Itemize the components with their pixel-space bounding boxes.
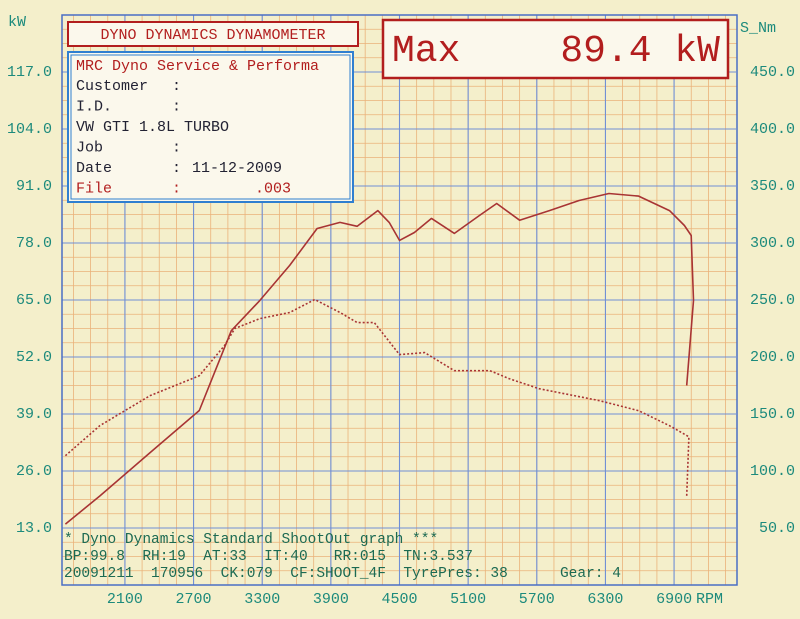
x-tick-label: 2100 xyxy=(107,591,143,608)
y-tick-label: 78.0 xyxy=(16,235,52,252)
y2-axis-label: S_Nm xyxy=(740,20,776,37)
footer-line: BP:99.8 RH:19 AT:33 IT:40 RR:015 TN:3.53… xyxy=(64,549,473,565)
y2-tick-label: 400.0 xyxy=(750,121,795,138)
y-tick-label: 26.0 xyxy=(16,463,52,480)
y-tick-label: 39.0 xyxy=(16,406,52,423)
y-tick-label: 13.0 xyxy=(16,520,52,537)
info-colon: : xyxy=(172,98,181,115)
y-tick-label: 91.0 xyxy=(16,178,52,195)
x-tick-label: 4500 xyxy=(381,591,417,608)
y2-tick-label: 350.0 xyxy=(750,178,795,195)
info-colon: : xyxy=(172,139,181,156)
y-axis-label: kW xyxy=(8,14,26,31)
y2-tick-label: 50.0 xyxy=(759,520,795,537)
footer: * Dyno Dynamics Standard ShootOut graph … xyxy=(64,532,621,582)
info-field: Customer xyxy=(76,78,148,95)
info-field: Date xyxy=(76,160,112,177)
info-box-inner xyxy=(70,54,351,200)
y2-tick-label: 300.0 xyxy=(750,235,795,252)
info-colon: : xyxy=(172,160,181,177)
y-tick-label: 104.0 xyxy=(7,121,52,138)
x-axis-label: RPM xyxy=(696,591,723,608)
info-field: File xyxy=(76,180,112,197)
info-colon: : xyxy=(172,180,181,197)
y2-tick-label: 450.0 xyxy=(750,64,795,81)
max-box xyxy=(381,18,730,80)
info-value: 11-12-2009 xyxy=(192,160,282,177)
y2-tick-label: 150.0 xyxy=(750,406,795,423)
x-tick-label: 3300 xyxy=(244,591,280,608)
header-title: DYNO DYNAMICS DYNAMOMETER xyxy=(100,27,325,44)
max-label: Max xyxy=(392,30,460,73)
x-tick-label: 5700 xyxy=(519,591,555,608)
y-tick-label: 117.0 xyxy=(7,64,52,81)
header-box xyxy=(67,21,359,47)
info-rows: Customer: I.D.: VW GTI 1.8L TURBO Job: Date:… xyxy=(76,78,291,198)
max-value: 89.4 kW xyxy=(560,30,720,73)
y2-tick-label: 100.0 xyxy=(750,463,795,480)
info-value: .003 xyxy=(255,180,291,197)
y-tick-label: 65.0 xyxy=(16,292,52,309)
y2-tick-label: 250.0 xyxy=(750,292,795,309)
power-curve xyxy=(64,192,695,525)
info-shop: MRC Dyno Service & Performa xyxy=(76,58,319,75)
x-tick-label: 6300 xyxy=(587,591,623,608)
x-tick-label: 6900 xyxy=(656,591,692,608)
info-colon: : xyxy=(172,78,181,95)
y-tick-label: 52.0 xyxy=(16,349,52,366)
curves xyxy=(64,192,695,525)
y2-tick-label: 200.0 xyxy=(750,349,795,366)
footer-line: 20091211 170956 CK:079 CF:SHOOT_4F TyreP… xyxy=(64,566,621,582)
x-tick-label: 5100 xyxy=(450,591,486,608)
x-tick-label: 2700 xyxy=(176,591,212,608)
info-box xyxy=(67,51,354,203)
info-field: Job xyxy=(76,139,103,156)
info-field: I.D. xyxy=(76,98,112,115)
footer-line: * Dyno Dynamics Standard ShootOut graph … xyxy=(64,532,438,548)
info-field: VW GTI 1.8L TURBO xyxy=(76,119,229,136)
x-tick-label: 3900 xyxy=(313,591,349,608)
